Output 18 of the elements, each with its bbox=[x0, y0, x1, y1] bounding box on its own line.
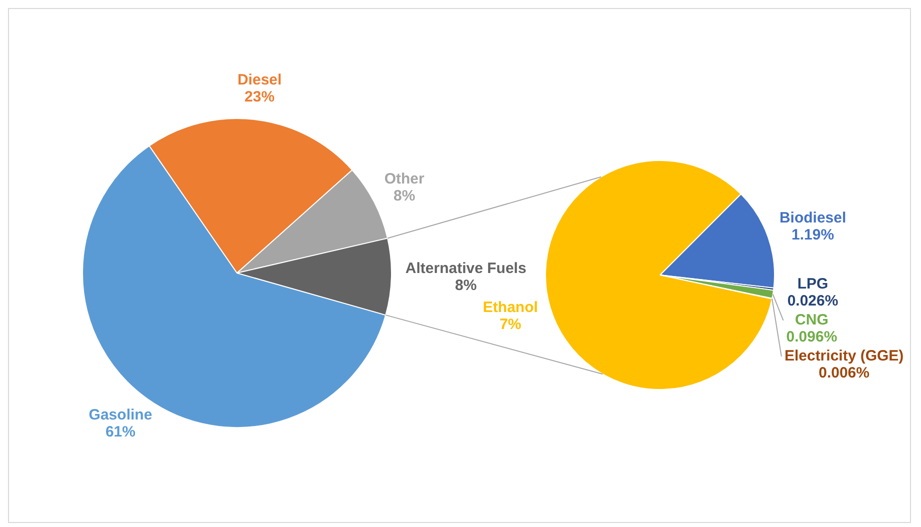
data-label: 23% bbox=[244, 88, 275, 106]
slice-label: Diesel bbox=[237, 71, 282, 88]
slice-label: Alternative Fuels bbox=[405, 260, 526, 278]
data-label: 0.096% bbox=[786, 328, 838, 346]
data-label: 0.026% bbox=[787, 292, 838, 310]
data-label: 8% bbox=[394, 187, 416, 204]
data-label: 0.006% bbox=[818, 364, 870, 382]
slice-label: Ethanol bbox=[482, 298, 538, 316]
slice-label: LPG bbox=[797, 276, 828, 293]
data-label: 7% bbox=[500, 316, 522, 333]
slice-label: Biodiesel bbox=[779, 210, 846, 227]
data-label: 61% bbox=[105, 423, 136, 440]
data-label: 8% bbox=[455, 277, 477, 294]
data-label: 1.19% bbox=[792, 226, 834, 244]
slice-label: Other bbox=[384, 170, 425, 188]
slice-label: CNG bbox=[795, 312, 828, 329]
slice-label: Gasoline bbox=[88, 406, 152, 424]
slice-label: Electricity (GGE) bbox=[784, 348, 904, 365]
